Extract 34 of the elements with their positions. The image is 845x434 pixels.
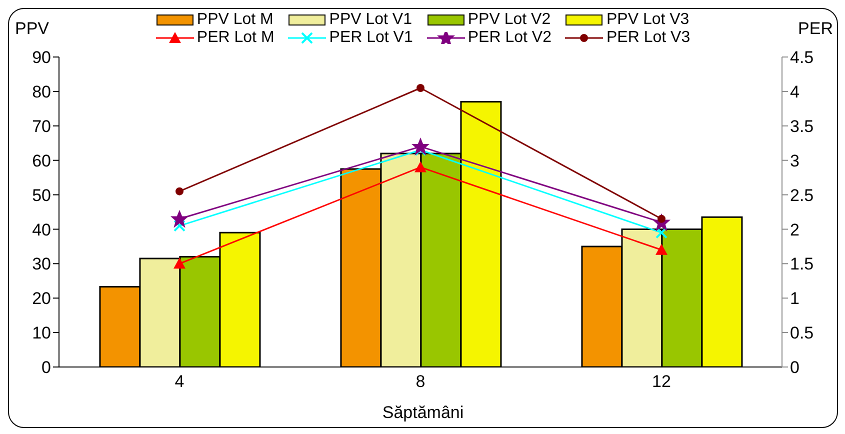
legend-label: PPV Lot V2	[468, 11, 551, 29]
y2-tick-label: 1	[790, 289, 800, 308]
legend-label: PPV Lot V1	[329, 11, 412, 29]
y-tick-label: 80	[32, 82, 51, 102]
y2-tick-label: 0	[790, 358, 800, 378]
y-tick-label: 90	[32, 48, 51, 68]
y-tick-label: 70	[32, 116, 51, 136]
y-tick-label: 60	[32, 151, 51, 170]
legend-label: PPV Lot V3	[606, 11, 690, 29]
y2-tick-label: 3	[790, 151, 800, 170]
y-tick-label: 20	[32, 289, 51, 308]
x-axis-title: Săptămâni	[381, 403, 465, 423]
y-tick-label: 40	[32, 220, 51, 240]
y2-axis-title: PER	[798, 19, 833, 39]
y2-tick-label: 2	[790, 220, 800, 240]
legend-label: PER Lot V3	[606, 29, 690, 47]
x-tick-label: 4	[174, 372, 184, 392]
y-tick-label: 0	[42, 358, 51, 378]
x-tick-label: 8	[416, 372, 426, 392]
legend-label: PER Lot M	[196, 29, 274, 47]
y2-tick-label: 4	[790, 82, 800, 102]
y2-tick-label: 0.5	[790, 324, 814, 343]
x-tick-label: 12	[652, 372, 671, 392]
y2-tick-label: 1.5	[790, 254, 814, 274]
y2-tick-label: 4.5	[790, 48, 814, 68]
y-tick-label: 30	[32, 254, 51, 274]
legend-label: PER Lot V1	[329, 29, 413, 47]
legend-label: PPV Lot M	[196, 11, 274, 29]
y-tick-label: 50	[32, 186, 51, 205]
y2-tick-label: 2.5	[790, 186, 814, 205]
legend-label: PER Lot V2	[468, 29, 552, 47]
y-tick-label: 10	[32, 324, 51, 343]
y2-tick-label: 3.5	[790, 116, 814, 136]
y-axis-title: PPV	[15, 19, 50, 39]
